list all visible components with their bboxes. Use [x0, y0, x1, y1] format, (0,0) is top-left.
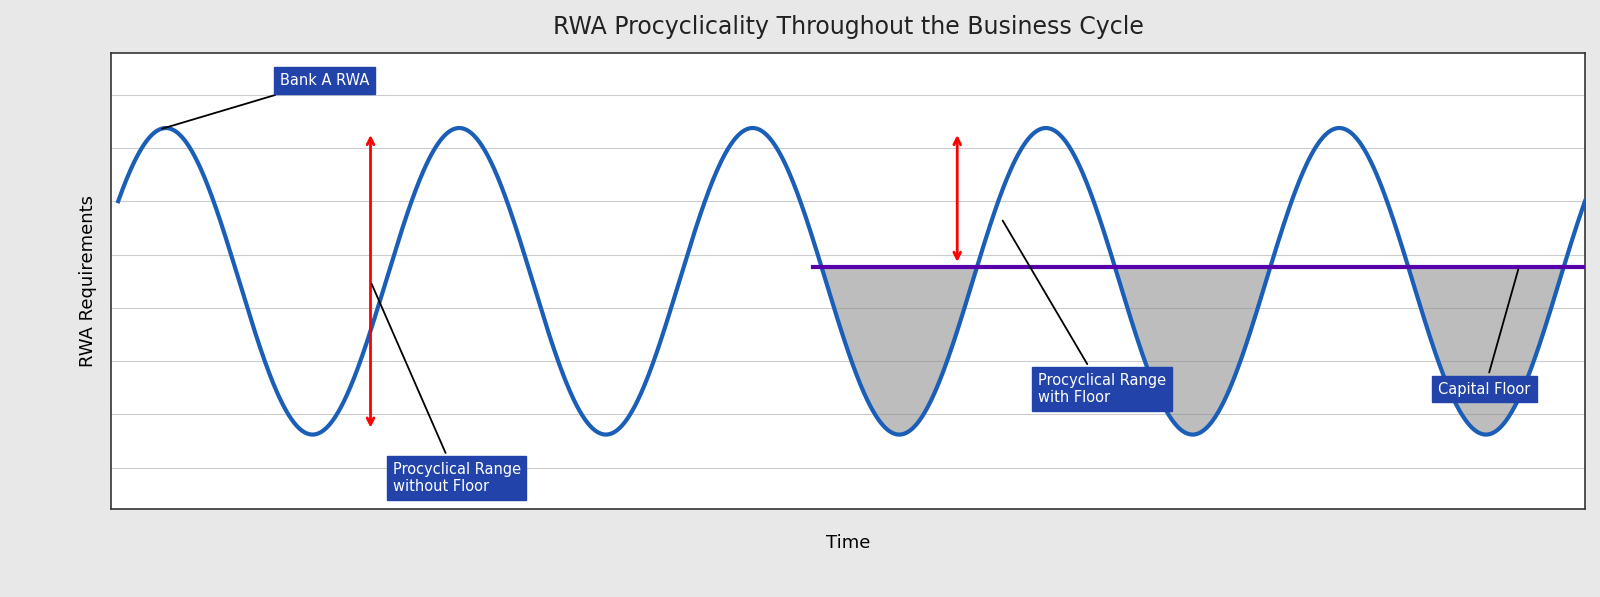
Title: RWA Procyclicality Throughout the Business Cycle: RWA Procyclicality Throughout the Busine…: [552, 15, 1144, 39]
X-axis label: Time: Time: [826, 534, 870, 552]
Y-axis label: RWA Requirements: RWA Requirements: [78, 195, 98, 367]
Text: Capital Floor: Capital Floor: [1438, 269, 1531, 396]
Text: Procyclical Range
with Floor: Procyclical Range with Floor: [1003, 220, 1166, 405]
Text: Bank A RWA: Bank A RWA: [162, 73, 370, 129]
Text: Procyclical Range
without Floor: Procyclical Range without Floor: [371, 284, 520, 494]
